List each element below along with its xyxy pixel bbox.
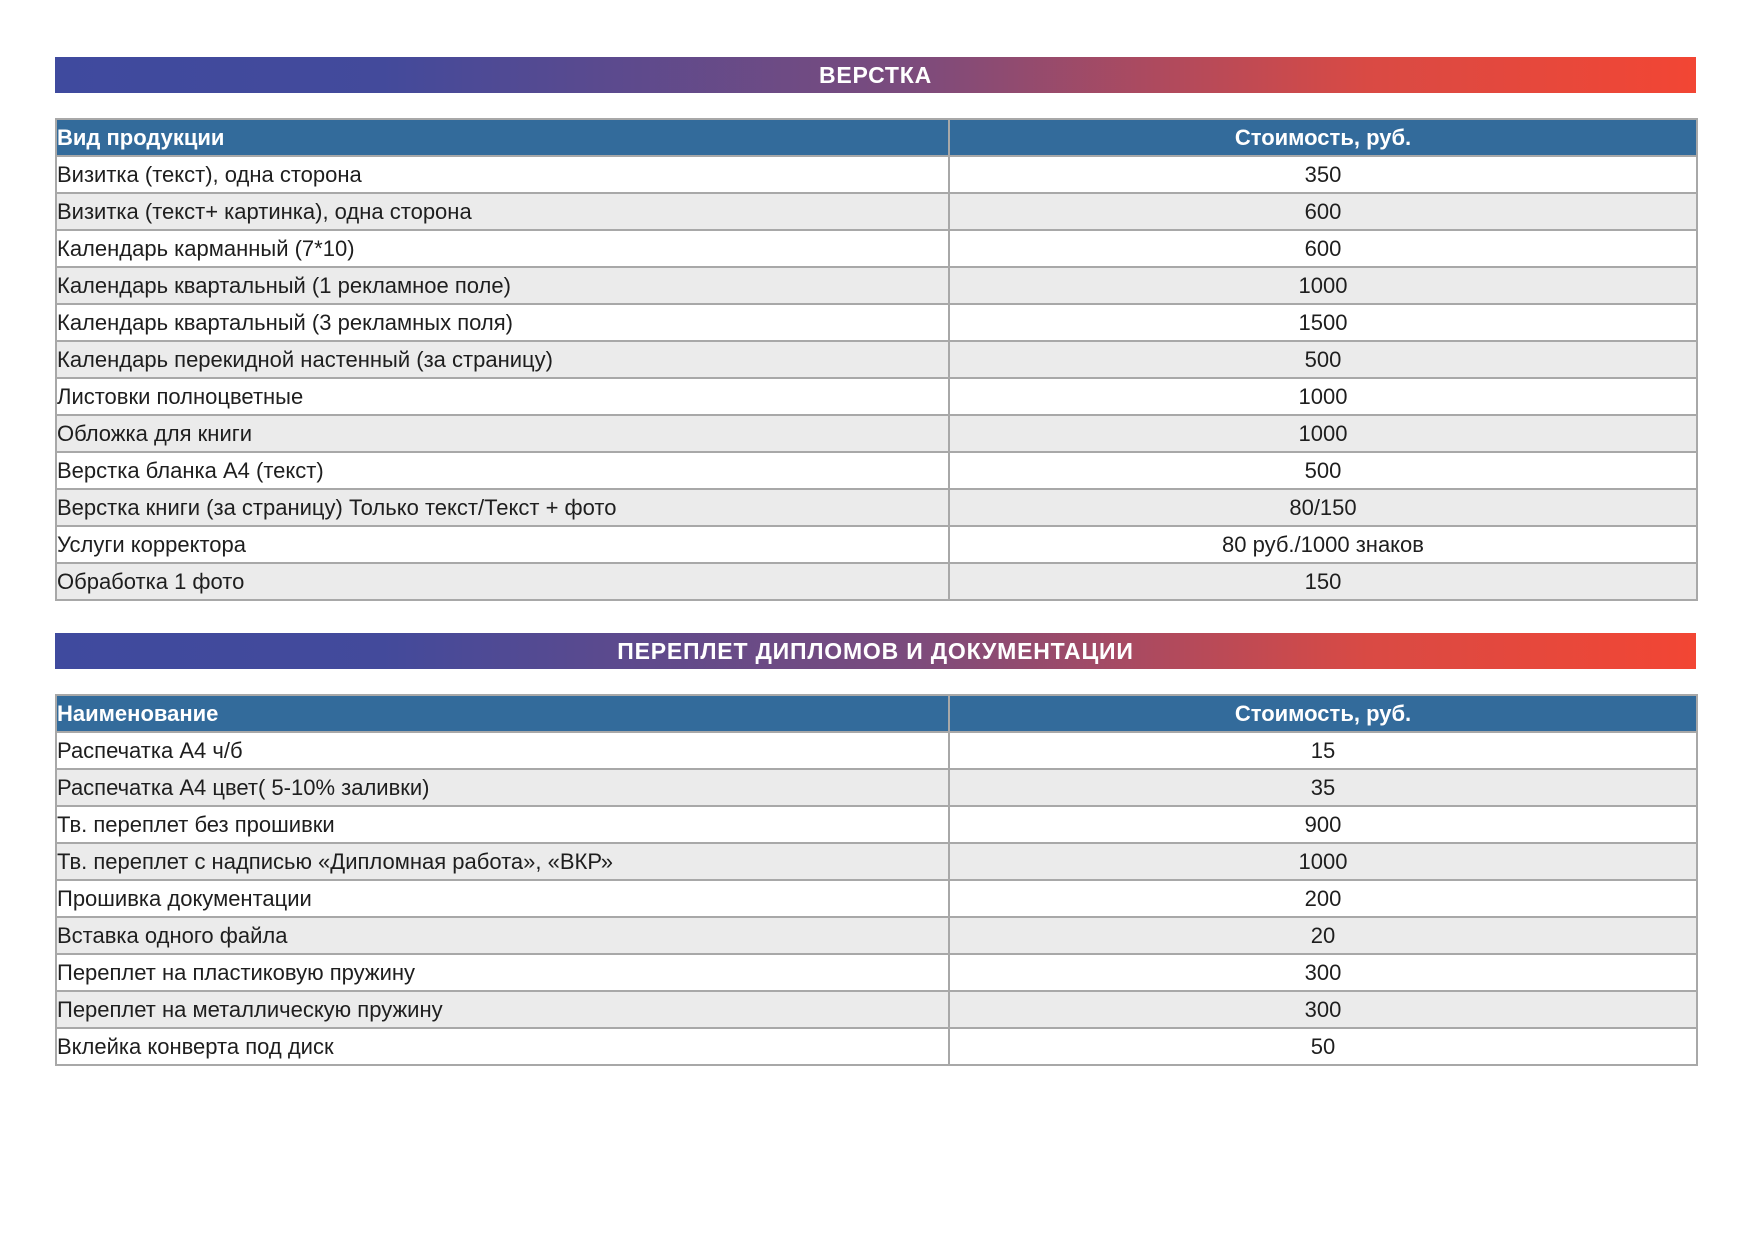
- price-cell: 15: [948, 731, 1698, 770]
- table-header-row: Вид продукции Стоимость, руб.: [55, 118, 1698, 157]
- price-cell: 500: [948, 340, 1698, 379]
- price-cell: 20: [948, 916, 1698, 955]
- table-header-row: Наименование Стоимость, руб.: [55, 694, 1698, 733]
- table-row: Вклейка конверта под диск 50: [55, 1027, 1698, 1066]
- product-name-cell: Визитка (текст), одна сторона: [55, 155, 950, 194]
- column-header-price: Стоимость, руб.: [948, 694, 1698, 733]
- table-row: Календарь перекидной настенный (за стран…: [55, 340, 1698, 379]
- product-name-cell: Переплет на металлическую пружину: [55, 990, 950, 1029]
- table-row: Календарь квартальный (1 рекламное поле)…: [55, 266, 1698, 305]
- product-name-cell: Верстка книги (за страницу) Только текст…: [55, 488, 950, 527]
- price-cell: 50: [948, 1027, 1698, 1066]
- price-cell: 80/150: [948, 488, 1698, 527]
- price-cell: 500: [948, 451, 1698, 490]
- price-table: Наименование Стоимость, руб. Распечатка …: [55, 694, 1698, 1066]
- price-cell: 150: [948, 562, 1698, 601]
- table-row: Визитка (текст+ картинка), одна сторона …: [55, 192, 1698, 231]
- product-name-cell: Тв. переплет с надписью «Дипломная работ…: [55, 842, 950, 881]
- price-cell: 1000: [948, 842, 1698, 881]
- price-cell: 600: [948, 192, 1698, 231]
- price-cell: 35: [948, 768, 1698, 807]
- price-cell: 1000: [948, 266, 1698, 305]
- section-banner-title: ПЕРЕПЛЕТ ДИПЛОМОВ И ДОКУМЕНТАЦИИ: [617, 637, 1134, 664]
- product-name-cell: Вставка одного файла: [55, 916, 950, 955]
- product-name-cell: Переплет на пластиковую пружину: [55, 953, 950, 992]
- price-cell: 900: [948, 805, 1698, 844]
- column-header-name: Наименование: [55, 694, 950, 733]
- table-row: Переплет на металлическую пружину 300: [55, 990, 1698, 1029]
- section-banner: ВЕРСТКА: [55, 57, 1696, 93]
- table-row: Календарь карманный (7*10) 600: [55, 229, 1698, 268]
- table-row: Прошивка документации 200: [55, 879, 1698, 918]
- price-cell: 600: [948, 229, 1698, 268]
- product-name-cell: Распечатка А4 цвет( 5-10% заливки): [55, 768, 950, 807]
- price-cell: 200: [948, 879, 1698, 918]
- table-row: Верстка бланка А4 (текст) 500: [55, 451, 1698, 490]
- product-name-cell: Вклейка конверта под диск: [55, 1027, 950, 1066]
- product-name-cell: Календарь квартальный (3 рекламных поля): [55, 303, 950, 342]
- table-row: Визитка (текст), одна сторона 350: [55, 155, 1698, 194]
- product-name-cell: Календарь перекидной настенный (за стран…: [55, 340, 950, 379]
- product-name-cell: Визитка (текст+ картинка), одна сторона: [55, 192, 950, 231]
- table-row: Вставка одного файла 20: [55, 916, 1698, 955]
- price-cell: 80 руб./1000 знаков: [948, 525, 1698, 564]
- product-name-cell: Прошивка документации: [55, 879, 950, 918]
- table-row: Календарь квартальный (3 рекламных поля)…: [55, 303, 1698, 342]
- table-row: Обработка 1 фото 150: [55, 562, 1698, 601]
- section-banner: ПЕРЕПЛЕТ ДИПЛОМОВ И ДОКУМЕНТАЦИИ: [55, 633, 1696, 669]
- table-row: Переплет на пластиковую пружину 300: [55, 953, 1698, 992]
- table-row: Тв. переплет с надписью «Дипломная работ…: [55, 842, 1698, 881]
- sections-container: ВЕРСТКА Вид продукции Стоимость, руб. Ви…: [55, 57, 1698, 1066]
- product-name-cell: Календарь квартальный (1 рекламное поле): [55, 266, 950, 305]
- table-row: Верстка книги (за страницу) Только текст…: [55, 488, 1698, 527]
- table-row: Тв. переплет без прошивки 900: [55, 805, 1698, 844]
- column-header-name: Вид продукции: [55, 118, 950, 157]
- price-cell: 300: [948, 990, 1698, 1029]
- price-cell: 1500: [948, 303, 1698, 342]
- price-cell: 300: [948, 953, 1698, 992]
- table-row: Обложка для книги 1000: [55, 414, 1698, 453]
- product-name-cell: Календарь карманный (7*10): [55, 229, 950, 268]
- section-banner-title: ВЕРСТКА: [818, 61, 933, 88]
- table-row: Распечатка А4 ч/б 15: [55, 731, 1698, 770]
- product-name-cell: Обложка для книги: [55, 414, 950, 453]
- product-name-cell: Распечатка А4 ч/б: [55, 731, 950, 770]
- price-cell: 1000: [948, 377, 1698, 416]
- price-cell: 350: [948, 155, 1698, 194]
- table-row: Услуги корректора 80 руб./1000 знаков: [55, 525, 1698, 564]
- table-row: Листовки полноцветные 1000: [55, 377, 1698, 416]
- product-name-cell: Тв. переплет без прошивки: [55, 805, 950, 844]
- table-row: Распечатка А4 цвет( 5-10% заливки) 35: [55, 768, 1698, 807]
- product-name-cell: Верстка бланка А4 (текст): [55, 451, 950, 490]
- price-section: ВЕРСТКА Вид продукции Стоимость, руб. Ви…: [55, 57, 1698, 601]
- product-name-cell: Обработка 1 фото: [55, 562, 950, 601]
- price-table: Вид продукции Стоимость, руб. Визитка (т…: [55, 118, 1698, 601]
- column-header-price: Стоимость, руб.: [948, 118, 1698, 157]
- product-name-cell: Услуги корректора: [55, 525, 950, 564]
- price-cell: 1000: [948, 414, 1698, 453]
- product-name-cell: Листовки полноцветные: [55, 377, 950, 416]
- price-section: ПЕРЕПЛЕТ ДИПЛОМОВ И ДОКУМЕНТАЦИИ Наимено…: [55, 633, 1698, 1066]
